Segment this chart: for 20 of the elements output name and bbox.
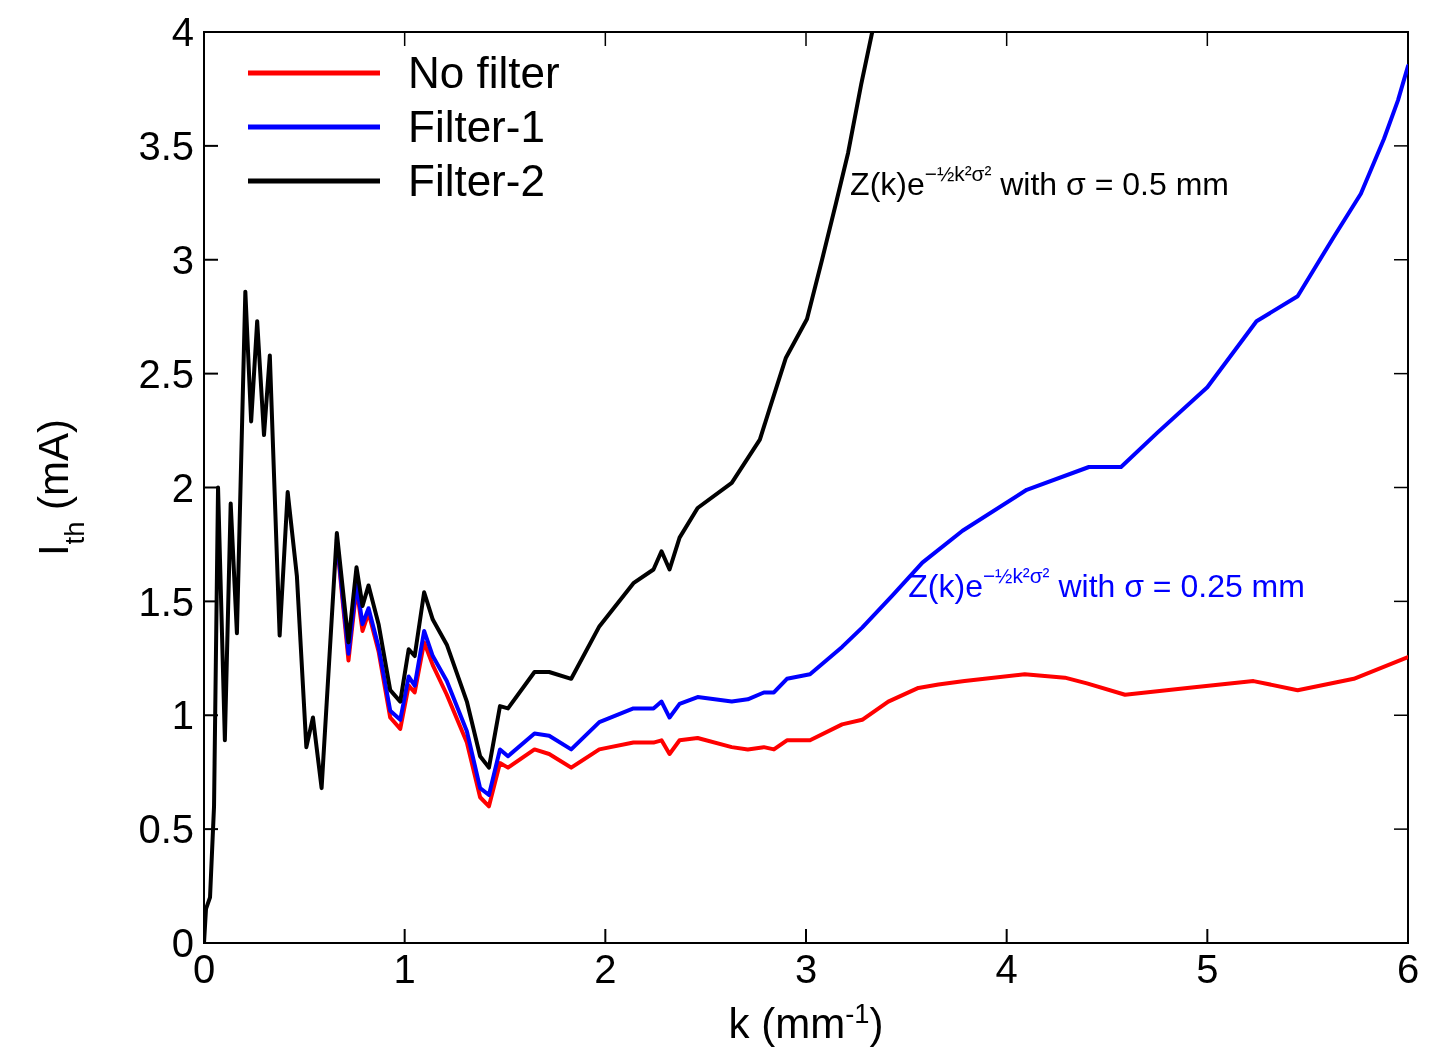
x-tick-label: 1 (393, 947, 416, 992)
x-tick-label: 5 (1196, 947, 1219, 992)
y-tick-label: 3.5 (138, 124, 194, 169)
annotation: Z(k)e$^{−½k²σ²}$ with σ = 0.25 mm (908, 564, 1305, 605)
y-tick-label: 1.5 (138, 579, 194, 624)
y-tick-label: 1 (171, 693, 194, 738)
legend-label: Filter-1 (408, 101, 545, 153)
legend-label: No filter (408, 47, 560, 99)
x-tick-label: 3 (794, 947, 818, 992)
y-tick-label: 4 (171, 10, 194, 55)
y-tick-label: 0.5 (138, 807, 194, 852)
y-tick-label: 3 (171, 237, 194, 282)
x-tick-label: 6 (1396, 947, 1420, 992)
x-tick-label: 4 (995, 947, 1018, 992)
x-tick-label: 2 (594, 947, 617, 992)
legend-label: Filter-2 (408, 155, 545, 207)
x-axis-title: k (mm$^{-1}$) (728, 997, 884, 1047)
annotation: Z(k)e$^{−½k²σ²}$ with σ = 0.5 mm (850, 161, 1229, 203)
y-tick-label: 2.5 (138, 351, 194, 396)
y-tick-label: 2 (171, 465, 194, 510)
